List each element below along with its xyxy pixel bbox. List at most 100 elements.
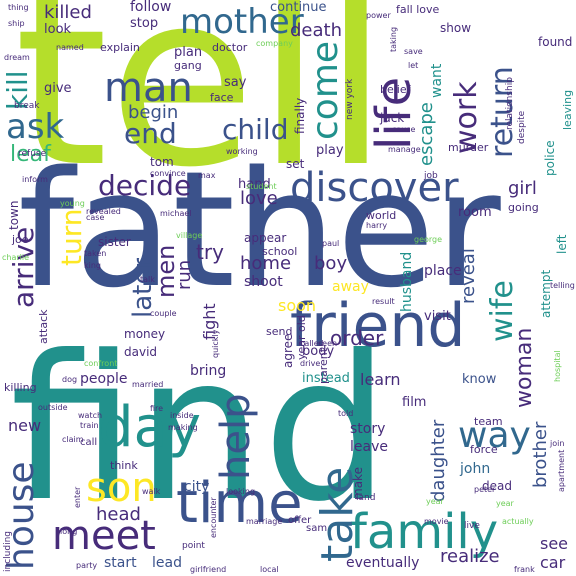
word: new york — [345, 78, 355, 120]
word: world — [366, 209, 397, 222]
word: looking — [226, 487, 256, 496]
word: away — [332, 279, 369, 295]
word: man — [104, 65, 193, 111]
word: couple — [150, 309, 177, 318]
word: dead — [482, 479, 512, 493]
word: george — [414, 235, 443, 244]
word: charlie — [2, 253, 30, 262]
word: manage — [388, 145, 421, 154]
word: learn — [360, 370, 401, 389]
word: come — [305, 40, 346, 140]
word: let — [408, 61, 419, 70]
word: killing — [4, 381, 37, 394]
word: tell — [14, 0, 390, 220]
word: apartment — [557, 449, 566, 492]
word: told — [338, 409, 354, 418]
word: body — [302, 344, 335, 359]
word: movie — [424, 517, 449, 526]
word: time — [176, 471, 303, 536]
word: escape — [416, 102, 437, 166]
word: turn — [55, 208, 88, 267]
word: married — [132, 380, 164, 389]
word: say — [224, 75, 247, 90]
word: give — [44, 81, 72, 96]
word: land — [356, 493, 376, 503]
word: begin — [128, 102, 179, 123]
word: tom — [150, 155, 174, 169]
word: set — [286, 157, 305, 171]
word: drive — [300, 359, 321, 368]
word: quickly — [211, 329, 220, 358]
word: case — [86, 213, 105, 222]
word: encounter — [209, 497, 218, 538]
word: end — [124, 117, 177, 150]
word: call — [80, 437, 98, 448]
word: hand — [238, 177, 271, 192]
word: revealed — [86, 207, 121, 216]
word: result — [372, 297, 395, 306]
word: walk — [142, 487, 161, 496]
word: marriage — [246, 517, 283, 526]
word: start — [104, 555, 137, 571]
word: force — [470, 443, 498, 456]
word: girl — [508, 178, 537, 199]
word: place — [424, 263, 462, 279]
word: including — [3, 531, 13, 572]
word: killed — [44, 2, 92, 23]
word: mother — [180, 2, 304, 42]
word: show — [440, 21, 472, 35]
word: found — [538, 35, 573, 49]
word: telling — [550, 281, 575, 290]
word: gang — [174, 59, 202, 72]
word: paul — [322, 239, 340, 248]
word: boy — [314, 253, 348, 274]
word: soon — [278, 296, 317, 315]
word: send — [266, 325, 293, 338]
word: watch — [78, 411, 103, 420]
word: film — [402, 395, 427, 410]
word: town — [7, 200, 21, 230]
word: day — [98, 395, 202, 460]
word: doctor — [212, 41, 248, 54]
word: seen — [318, 339, 338, 348]
word: live — [464, 521, 480, 531]
word: agree — [281, 333, 295, 368]
word: think — [110, 459, 138, 472]
word: claim — [62, 435, 84, 444]
word: reveal — [458, 248, 479, 304]
word: belief — [380, 83, 411, 96]
word: school — [262, 245, 298, 258]
word: long — [60, 527, 78, 536]
word: train — [80, 421, 99, 430]
word: job — [424, 171, 438, 181]
word: join — [550, 439, 565, 448]
word: attack — [37, 309, 50, 344]
word: refuse — [18, 149, 47, 159]
word: company — [256, 39, 293, 48]
word: frank — [514, 565, 535, 574]
word: max — [198, 171, 216, 180]
word: leave — [350, 439, 388, 455]
word: young — [60, 199, 85, 208]
word: called — [300, 339, 324, 348]
word: named — [56, 43, 84, 52]
word: order — [330, 326, 384, 350]
word: jack — [380, 111, 405, 125]
word: sister — [98, 235, 131, 249]
word: taking — [389, 26, 398, 52]
word: know — [462, 372, 497, 387]
word: relationship — [505, 77, 515, 130]
word: visit — [424, 309, 451, 324]
word: actually — [502, 517, 534, 526]
word: realize — [440, 546, 500, 567]
word: year old — [295, 315, 308, 360]
word: working — [226, 147, 258, 156]
word: lead — [152, 555, 182, 571]
word: joe — [12, 233, 29, 246]
word: offer — [288, 515, 312, 526]
word: save — [404, 47, 423, 56]
word: continue — [270, 0, 327, 15]
word: instead — [302, 371, 350, 386]
word: love — [240, 188, 278, 209]
word: leaf — [10, 142, 51, 167]
